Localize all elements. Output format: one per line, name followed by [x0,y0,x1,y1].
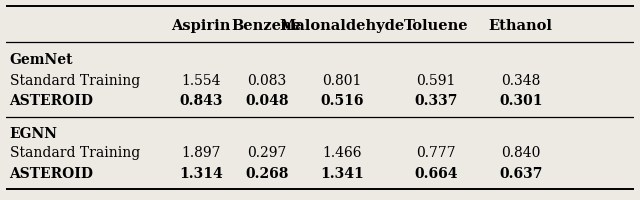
Text: 1.341: 1.341 [320,166,364,180]
Text: 0.591: 0.591 [417,73,456,87]
Text: 1.554: 1.554 [181,73,221,87]
Text: GemNet: GemNet [10,53,73,67]
Text: 0.516: 0.516 [320,94,364,108]
Text: 1.897: 1.897 [181,146,221,160]
Text: Standard Training: Standard Training [10,146,140,160]
Text: Toluene: Toluene [404,19,468,33]
Text: 0.777: 0.777 [416,146,456,160]
Text: ASTEROID: ASTEROID [10,166,93,180]
Text: 0.840: 0.840 [501,146,540,160]
Text: 0.801: 0.801 [323,73,362,87]
Text: Aspirin: Aspirin [171,19,230,33]
Text: 0.301: 0.301 [499,94,543,108]
Text: 0.337: 0.337 [414,94,458,108]
Text: 1.466: 1.466 [322,146,362,160]
Text: 0.297: 0.297 [247,146,286,160]
Text: ASTEROID: ASTEROID [10,94,93,108]
Text: 0.637: 0.637 [499,166,542,180]
Text: 0.083: 0.083 [247,73,286,87]
Text: 1.314: 1.314 [179,166,223,180]
Text: Standard Training: Standard Training [10,73,140,87]
Text: Malonaldehyde: Malonaldehyde [279,19,404,33]
Text: 0.664: 0.664 [414,166,458,180]
Text: 0.348: 0.348 [501,73,540,87]
Text: Benzene: Benzene [232,19,301,33]
Text: 0.843: 0.843 [179,94,223,108]
Text: 0.268: 0.268 [245,166,289,180]
Text: 0.048: 0.048 [245,94,289,108]
Text: Ethanol: Ethanol [489,19,553,33]
Text: EGNN: EGNN [10,126,58,140]
